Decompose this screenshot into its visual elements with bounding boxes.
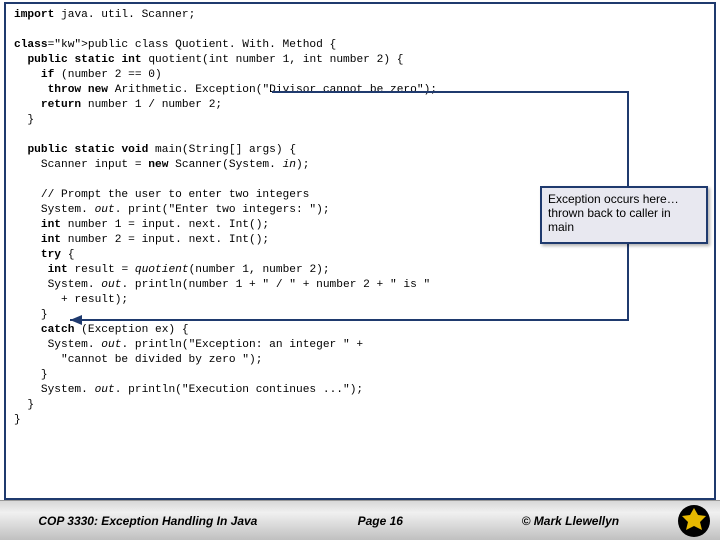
callout-box: Exception occurs here… thrown back to ca… [540, 186, 708, 244]
callout-text: Exception occurs here… thrown back to ca… [548, 192, 679, 234]
code-frame: import java. util. Scanner; class="kw">p… [4, 2, 716, 500]
footer-logo [676, 503, 712, 539]
footer-page: Page 16 [296, 514, 465, 528]
footer-bar: COP 3330: Exception Handling In Java Pag… [0, 500, 720, 540]
footer-author: © Mark Llewellyn [465, 514, 676, 528]
footer-course: COP 3330: Exception Handling In Java [0, 514, 296, 528]
